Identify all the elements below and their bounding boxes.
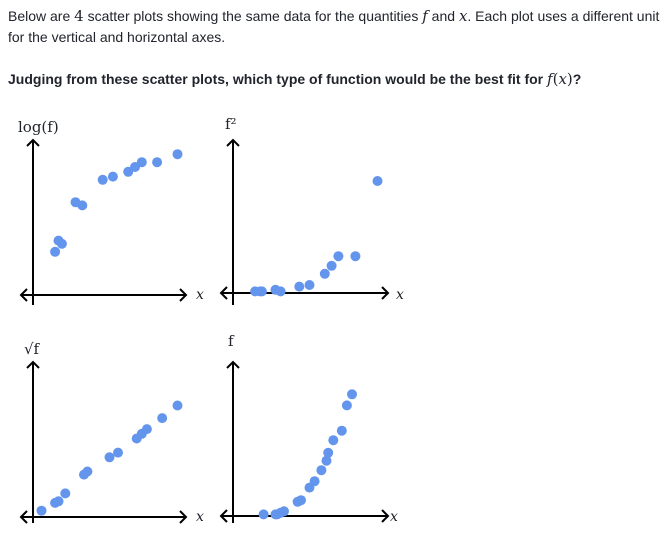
data-point bbox=[36, 505, 47, 516]
data-point bbox=[152, 157, 163, 168]
question-mark: ? bbox=[572, 71, 582, 87]
data-point bbox=[136, 157, 147, 168]
y-axis-label-sqrt-f: √f bbox=[24, 340, 40, 358]
data-point bbox=[294, 281, 305, 292]
data-point bbox=[50, 246, 61, 257]
points bbox=[36, 400, 183, 516]
data-point bbox=[347, 389, 357, 400]
data-point bbox=[258, 509, 269, 520]
data-point bbox=[275, 286, 286, 297]
axes bbox=[19, 138, 188, 305]
data-point bbox=[113, 447, 123, 458]
y-axis-label-log-f: log(f) bbox=[18, 118, 59, 136]
data-point bbox=[77, 200, 88, 211]
points bbox=[50, 149, 183, 257]
scatter-plot-log-f bbox=[19, 138, 188, 305]
data-point bbox=[350, 251, 361, 262]
data-point bbox=[316, 465, 327, 476]
data-point bbox=[157, 413, 168, 424]
data-point bbox=[296, 495, 306, 506]
data-point bbox=[279, 506, 289, 517]
data-point bbox=[309, 476, 320, 487]
question-text: Judging from these scatter plots, which … bbox=[8, 69, 581, 89]
var-x: x bbox=[458, 7, 468, 25]
x-axis-left-arrow-icon bbox=[219, 286, 228, 300]
axes bbox=[19, 360, 188, 524]
data-point bbox=[82, 466, 93, 477]
data-point bbox=[326, 260, 337, 271]
data-point bbox=[304, 280, 315, 290]
data-point bbox=[107, 171, 118, 182]
data-point bbox=[60, 488, 71, 499]
data-point bbox=[328, 435, 339, 446]
data-point bbox=[341, 400, 352, 411]
y-axis-label-f-squared: f² bbox=[225, 115, 237, 133]
data-point bbox=[372, 176, 383, 186]
scatter-plot-f-squared bbox=[219, 138, 390, 305]
data-point bbox=[321, 455, 332, 466]
intro-part4: . Each plot uses a different unit for th… bbox=[8, 8, 660, 45]
x-axis-right-arrow-icon bbox=[381, 509, 390, 523]
x-axis-label: x bbox=[196, 509, 204, 525]
y-axis-arrow-icon bbox=[226, 138, 240, 147]
question-close-paren: ) bbox=[566, 70, 573, 88]
data-point bbox=[172, 400, 183, 411]
x-axis-left-arrow-icon bbox=[219, 509, 228, 523]
x-axis-label: x bbox=[196, 287, 204, 303]
axes bbox=[219, 138, 390, 305]
x-axis-right-arrow-icon bbox=[179, 510, 188, 524]
data-point bbox=[333, 251, 344, 262]
intro-part2: scatter plots showing the same data for … bbox=[83, 8, 423, 24]
x-axis-left-arrow-icon bbox=[19, 288, 28, 302]
intro-part1: Below are bbox=[8, 8, 75, 24]
scatter-plot-f bbox=[219, 360, 390, 523]
x-axis-right-arrow-icon bbox=[381, 286, 390, 300]
question-fn: f bbox=[547, 70, 553, 88]
question-arg: x bbox=[558, 70, 567, 88]
data-point bbox=[323, 447, 334, 458]
data-point bbox=[319, 268, 330, 279]
x-axis-label: x bbox=[390, 509, 398, 525]
data-point bbox=[256, 286, 267, 297]
data-point bbox=[104, 452, 115, 463]
intro-text: Below are 4 scatter plots showing the sa… bbox=[8, 6, 668, 48]
x-axis-right-arrow-icon bbox=[179, 288, 188, 302]
question-open-paren: ( bbox=[552, 70, 559, 88]
axes bbox=[219, 360, 390, 523]
x-axis-left-arrow-icon bbox=[19, 510, 28, 524]
y-axis-arrow-icon bbox=[26, 138, 40, 147]
plot-count: 4 bbox=[74, 7, 84, 25]
data-point bbox=[53, 496, 64, 507]
data-point bbox=[141, 424, 152, 435]
points bbox=[258, 389, 357, 520]
data-point bbox=[97, 174, 108, 185]
var-f: f bbox=[422, 7, 428, 25]
y-axis-label-f: f bbox=[228, 332, 234, 350]
x-axis-label: x bbox=[396, 287, 404, 303]
intro-part3: and bbox=[427, 8, 459, 24]
scatter-plot-sqrt-f bbox=[19, 360, 188, 524]
data-point bbox=[336, 425, 347, 436]
y-axis-arrow-icon bbox=[26, 360, 40, 369]
data-point bbox=[56, 238, 67, 249]
data-point bbox=[172, 149, 183, 160]
question-body: Judging from these scatter plots, which … bbox=[8, 71, 548, 87]
points bbox=[250, 176, 383, 297]
y-axis-arrow-icon bbox=[226, 360, 240, 369]
